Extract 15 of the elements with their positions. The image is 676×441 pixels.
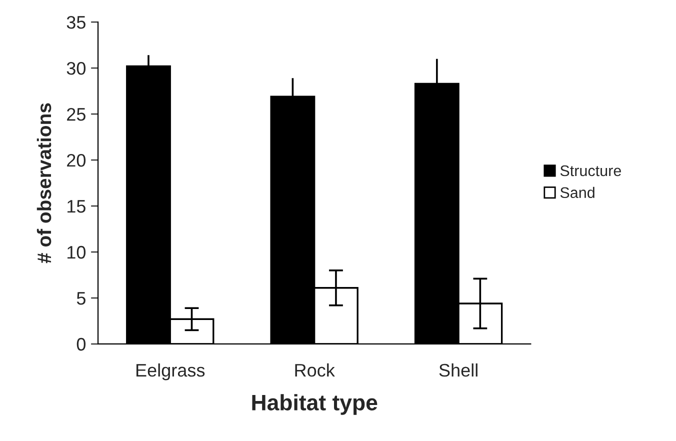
legend-label: Structure xyxy=(560,165,621,176)
y-tick-label: 30 xyxy=(66,62,86,75)
y-tick-label: 10 xyxy=(68,246,86,259)
y-tick-label: 25 xyxy=(67,108,86,121)
y-tick-label: 15 xyxy=(68,200,86,213)
y-tick-label: 0 xyxy=(76,338,86,351)
y-axis-title: # of observations xyxy=(36,103,52,264)
x-tick-label: Eelgrass xyxy=(136,363,205,380)
x-tick-label: Shell xyxy=(439,363,478,377)
legend-label: Sand xyxy=(560,186,594,198)
y-tick-label: 35 xyxy=(66,16,86,29)
y-tick-label: 5 xyxy=(76,292,86,305)
x-tick-label: Rock xyxy=(295,363,335,377)
x-axis-title: Habitat type xyxy=(252,394,378,415)
y-tick-label: 20 xyxy=(67,154,86,167)
